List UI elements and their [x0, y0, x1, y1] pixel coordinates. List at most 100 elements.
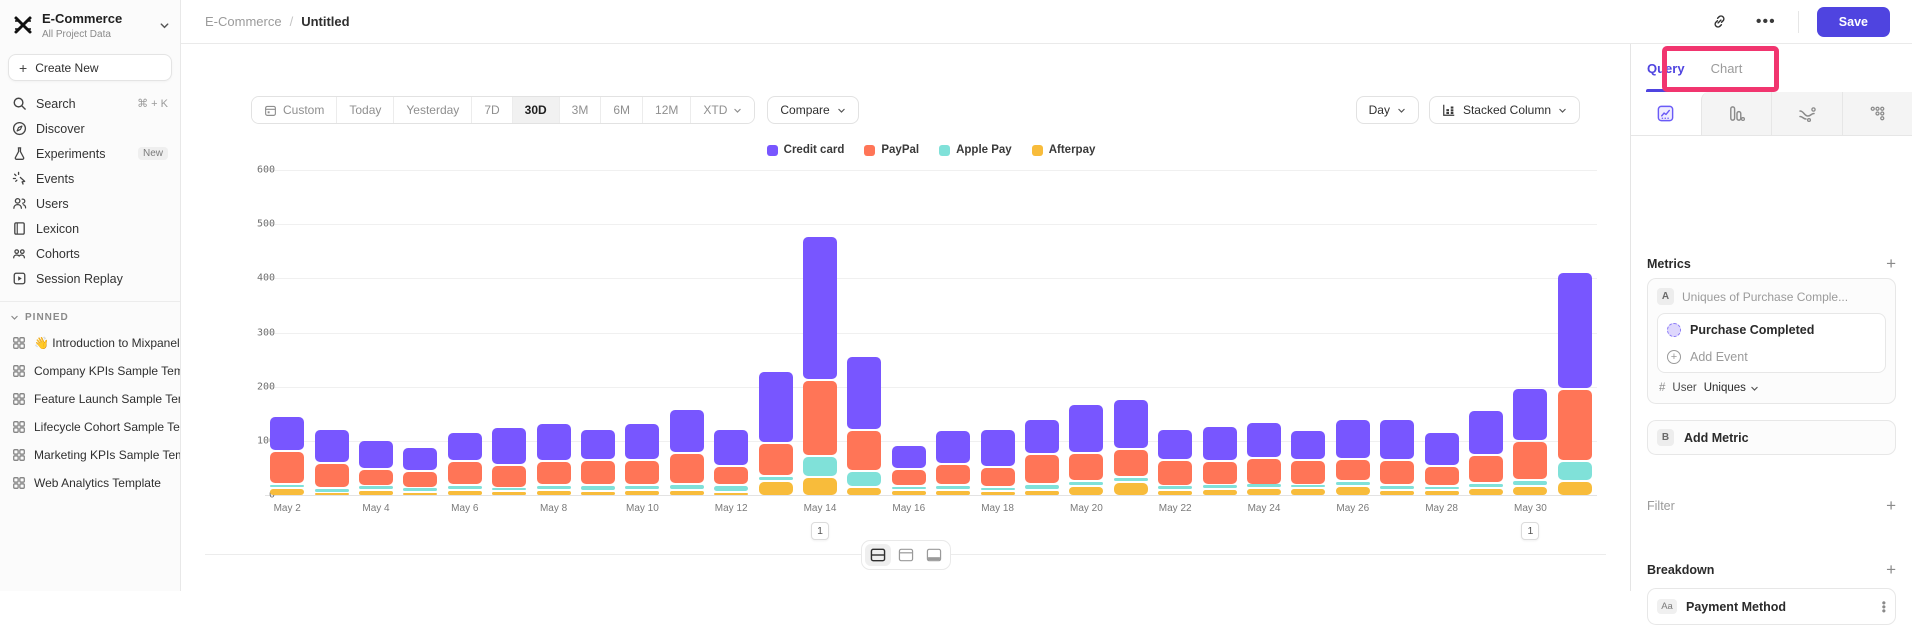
sidebar-item-lexicon[interactable]: Lexicon [0, 216, 180, 241]
bar-segment-credit-card[interactable] [1513, 389, 1547, 440]
layout-bottom-panel-button[interactable] [921, 544, 947, 566]
bar-segment-credit-card[interactable] [315, 430, 349, 462]
date-range-yesterday[interactable]: Yesterday [394, 97, 472, 123]
bar-segment-credit-card[interactable] [670, 410, 704, 451]
add-filter-plus-button[interactable]: + [1886, 496, 1896, 516]
bar-segment-paypal[interactable] [315, 464, 349, 487]
bar-segment-apple-pay[interactable] [1336, 482, 1370, 485]
legend-item-afterpay[interactable]: Afterpay [1032, 144, 1096, 156]
more-actions-button[interactable]: ••• [1752, 8, 1780, 36]
bar-segment-apple-pay[interactable] [1203, 485, 1237, 488]
event-row[interactable]: Purchase Completed [1658, 316, 1885, 343]
bar-segment-credit-card[interactable] [981, 430, 1015, 465]
bar-segment-apple-pay[interactable] [315, 489, 349, 492]
date-range-today[interactable]: Today [337, 97, 394, 123]
bar-segment-afterpay[interactable] [625, 491, 659, 496]
legend-item-paypal[interactable]: PayPal [864, 144, 919, 156]
bar-segment-afterpay[interactable] [1158, 491, 1192, 496]
date-range-custom[interactable]: Custom [252, 97, 337, 123]
bar-segment-afterpay[interactable] [1025, 491, 1059, 496]
bar-segment-credit-card[interactable] [847, 357, 881, 429]
bar-segment-afterpay[interactable] [1558, 482, 1592, 495]
bar-segment-paypal[interactable] [1114, 450, 1148, 476]
sidebar-item-events[interactable]: Events [0, 166, 180, 191]
bar-segment-apple-pay[interactable] [1158, 486, 1192, 489]
bar-segment-apple-pay[interactable] [448, 486, 482, 489]
bar-segment-afterpay[interactable] [359, 491, 393, 496]
bar-segment-credit-card[interactable] [1380, 420, 1414, 459]
bar-segment-paypal[interactable] [1380, 461, 1414, 483]
bar-segment-credit-card[interactable] [448, 433, 482, 461]
pinned-board-item[interactable]: Feature Launch Sample Templa [0, 385, 180, 413]
bar-segment-apple-pay[interactable] [359, 486, 393, 489]
tab-query[interactable]: Query [1647, 61, 1685, 76]
bar-segment-paypal[interactable] [847, 431, 881, 469]
bar-segment-afterpay[interactable] [670, 491, 704, 496]
bar-segment-paypal[interactable] [492, 466, 526, 487]
bar-segment-afterpay[interactable] [537, 491, 571, 496]
granularity-dropdown[interactable]: Day [1356, 96, 1419, 124]
bar-segment-paypal[interactable] [1069, 454, 1103, 480]
bar-segment-paypal[interactable] [1558, 390, 1592, 461]
bar-segment-afterpay[interactable] [803, 478, 837, 496]
bar-segment-paypal[interactable] [359, 470, 393, 485]
tab-retention[interactable] [1842, 92, 1912, 135]
date-range-12m[interactable]: 12M [643, 97, 691, 123]
bar-segment-paypal[interactable] [981, 468, 1015, 486]
bar-segment-paypal[interactable] [537, 462, 571, 484]
bar-segment-apple-pay[interactable] [1425, 487, 1459, 490]
bar-segment-credit-card[interactable] [492, 428, 526, 464]
kebab-menu-icon[interactable]: ••• [1882, 601, 1886, 613]
bar-segment-paypal[interactable] [1247, 459, 1281, 484]
add-event-row[interactable]: + Add Event [1658, 343, 1885, 370]
metric-name-input[interactable]: A Uniques of Purchase Comple... [1657, 288, 1886, 305]
date-range-3m[interactable]: 3M [560, 97, 602, 123]
bar-segment-afterpay[interactable] [1291, 489, 1325, 495]
bar-segment-apple-pay[interactable] [981, 488, 1015, 491]
bar-segment-credit-card[interactable] [1069, 405, 1103, 452]
bar-segment-apple-pay[interactable] [670, 485, 704, 488]
bar-segment-afterpay[interactable] [1203, 490, 1237, 495]
bar-segment-apple-pay[interactable] [803, 457, 837, 476]
bar-segment-paypal[interactable] [1203, 462, 1237, 483]
date-range-7d[interactable]: 7D [472, 97, 512, 123]
bar-segment-afterpay[interactable] [1247, 489, 1281, 495]
bar-segment-apple-pay[interactable] [1247, 484, 1281, 487]
bar-segment-afterpay[interactable] [1069, 487, 1103, 495]
pinned-section-toggle[interactable]: PINNED [0, 310, 180, 329]
bar-segment-afterpay[interactable] [1425, 491, 1459, 495]
bar-segment-afterpay[interactable] [892, 491, 926, 495]
legend-item-credit-card[interactable]: Credit card [767, 144, 845, 156]
bar-segment-afterpay[interactable] [1513, 487, 1547, 495]
bar-segment-paypal[interactable] [1025, 455, 1059, 483]
legend-item-apple-pay[interactable]: Apple Pay [939, 144, 1012, 156]
bar-segment-credit-card[interactable] [892, 446, 926, 468]
bar-segment-paypal[interactable] [625, 461, 659, 483]
bar-segment-paypal[interactable] [1425, 467, 1459, 485]
bar-segment-apple-pay[interactable] [714, 486, 748, 492]
bar-segment-afterpay[interactable] [1380, 491, 1414, 496]
bar-segment-afterpay[interactable] [403, 493, 437, 496]
pinned-board-item[interactable]: Company KPIs Sample Templat [0, 357, 180, 385]
sidebar-item-cohorts[interactable]: Cohorts [0, 241, 180, 266]
bar-segment-apple-pay[interactable] [1469, 484, 1503, 487]
bar-segment-paypal[interactable] [270, 452, 304, 483]
bar-segment-apple-pay[interactable] [1513, 481, 1547, 485]
layout-top-panel-button[interactable] [893, 544, 919, 566]
bar-segment-credit-card[interactable] [714, 430, 748, 465]
create-new-button[interactable]: + Create New [8, 54, 172, 81]
bar-segment-apple-pay[interactable] [403, 488, 437, 491]
bar-segment-paypal[interactable] [1513, 442, 1547, 478]
bar-segment-apple-pay[interactable] [625, 486, 659, 489]
bar-segment-credit-card[interactable] [1247, 423, 1281, 457]
bar-segment-apple-pay[interactable] [1380, 486, 1414, 489]
breakdown-card-payment-method[interactable]: Aa Payment Method ••• [1647, 588, 1896, 625]
bar-segment-apple-pay[interactable] [492, 488, 526, 491]
sidebar-item-search[interactable]: Search⌘ + K [0, 91, 180, 116]
bar-segment-afterpay[interactable] [1469, 489, 1503, 495]
sidebar-item-session-replay[interactable]: Session Replay [0, 266, 180, 291]
tab-flows[interactable] [1771, 92, 1842, 135]
bar-segment-paypal[interactable] [1291, 461, 1325, 483]
bar-segment-credit-card[interactable] [403, 448, 437, 470]
